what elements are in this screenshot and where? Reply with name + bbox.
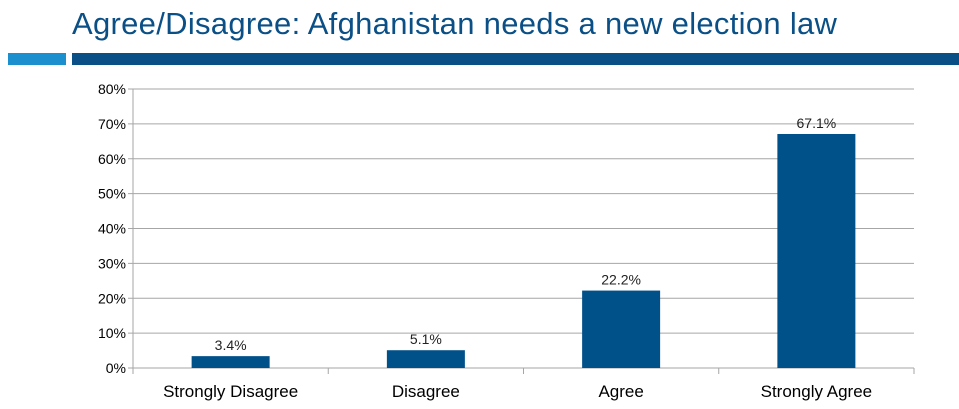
data-labels: 3.4% 5.1% 22.2% 67.1% (215, 115, 837, 353)
bar (386, 350, 465, 368)
category-label: Strongly Disagree (163, 382, 298, 401)
y-tick-label: 60% (98, 151, 126, 167)
data-label: 22.2% (601, 272, 641, 288)
y-tick-label: 0% (106, 360, 126, 376)
category-label: Disagree (392, 382, 460, 401)
y-tick-label: 70% (98, 116, 126, 132)
bar (191, 356, 270, 368)
category-label: Strongly Agree (761, 382, 873, 401)
bar (582, 290, 661, 368)
title-accent-bar-light (8, 53, 66, 65)
y-tick-label: 10% (98, 325, 126, 341)
data-label: 5.1% (410, 331, 442, 347)
bar (777, 133, 856, 368)
category-label: Agree (598, 382, 643, 401)
bars (191, 133, 856, 368)
slide-title: Agree/Disagree: Afghanistan needs a new … (72, 6, 838, 41)
data-label: 3.4% (215, 337, 247, 353)
y-tick-label: 50% (98, 186, 126, 202)
y-tick-label: 80% (98, 81, 126, 97)
y-tick-label: 20% (98, 290, 126, 306)
y-tick-label: 40% (98, 221, 126, 237)
category-labels: Strongly Disagree Disagree Agree Strongly A… (163, 382, 872, 401)
y-tick-label: 30% (98, 255, 126, 271)
data-label: 67.1% (797, 115, 837, 131)
y-tick-labels: 0% 10% 20% 30% 40% 50% 60% 70% 80% (98, 81, 126, 376)
title-accent-bar-dark (72, 53, 959, 65)
